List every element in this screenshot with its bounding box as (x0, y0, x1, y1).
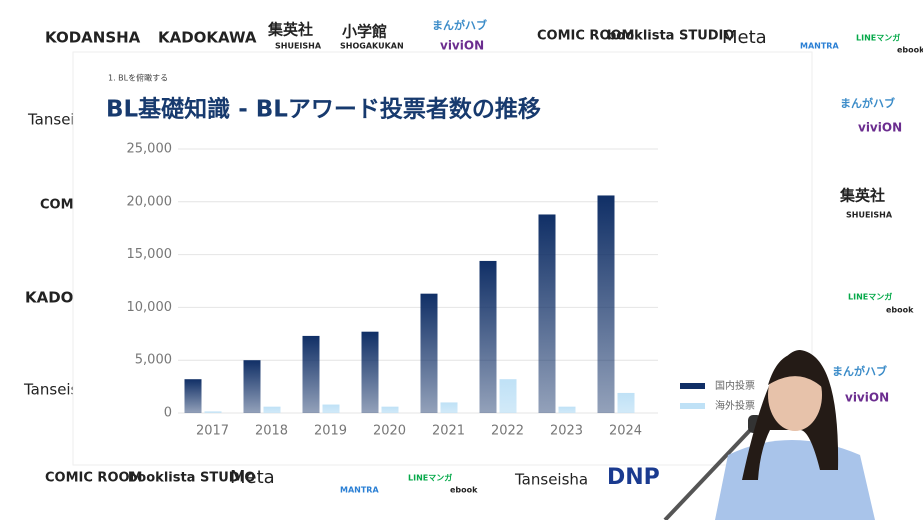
bar (420, 293, 438, 413)
y-tick-label: 25,000 (127, 142, 173, 157)
bar (617, 392, 635, 413)
logo: COMIC ROOM (45, 471, 142, 486)
logo: LINEマンガ (848, 292, 892, 302)
logo: MANTRA (340, 486, 379, 495)
bar (184, 379, 202, 413)
logo: booklista STUDIO (607, 29, 734, 44)
logo: ebook (886, 306, 914, 315)
logo: SHOGAKUKAN (340, 42, 404, 51)
legend-label: 海外投票 (715, 399, 755, 412)
logo: LINEマンガ (408, 473, 452, 483)
logo: viviON (845, 391, 889, 405)
fringe (768, 353, 826, 390)
chart-title: BL基礎知識 - BLアワード投票者数の推移 (106, 96, 541, 123)
logo: viviON (440, 39, 484, 53)
logo: KODANSHA (45, 29, 141, 47)
logo: 小学館 (342, 23, 387, 41)
logo: DNP (607, 465, 660, 490)
legend-swatch (680, 403, 705, 409)
logo: COMIC ROOM (537, 29, 634, 44)
y-tick-label: 20,000 (127, 194, 173, 209)
logo: booklista STUDIO (128, 471, 255, 486)
logo: LINEマンガ (856, 33, 900, 43)
bar (322, 404, 340, 413)
y-tick-label: 15,000 (127, 247, 173, 262)
logo: まんがハブ (840, 96, 895, 110)
logo: まんがハブ (432, 18, 487, 32)
logo: Meta (230, 467, 275, 488)
x-tick-label: 2017 (196, 424, 229, 439)
logo: まんがハブ (832, 364, 887, 378)
bar (597, 195, 615, 413)
bar (243, 360, 261, 413)
y-tick-label: 5,000 (135, 353, 172, 368)
bar (440, 402, 458, 413)
logo: KADOKAWA (158, 29, 257, 47)
x-tick-label: 2024 (609, 424, 642, 439)
bar (263, 406, 281, 413)
bar (361, 331, 379, 413)
logo: Meta (722, 27, 767, 48)
x-tick-label: 2023 (550, 424, 583, 439)
bar (381, 406, 399, 413)
logo: SHUEISHA (275, 42, 322, 51)
y-tick-label: 10,000 (127, 300, 173, 315)
shirt (715, 440, 875, 520)
speaker (663, 350, 875, 520)
bar (204, 411, 222, 413)
slide-section: 1. BLを俯瞰する (108, 73, 168, 83)
chart: 0 5,000 10,000 15,000 20,000 25,000 2017 2018 20… (127, 142, 756, 439)
legend-label: 国内投票 (715, 379, 755, 392)
logo: Tanseisha (514, 471, 588, 489)
x-tick-label: 2021 (432, 424, 465, 439)
logo: viviON (858, 121, 902, 135)
bar (558, 406, 576, 413)
x-tick-label: 2020 (373, 424, 406, 439)
legend-swatch (680, 383, 705, 389)
bar (538, 214, 556, 413)
bar (302, 335, 320, 413)
bar (479, 260, 497, 413)
x-tick-label: 2022 (491, 424, 524, 439)
mic-stand (663, 423, 757, 520)
bar (499, 379, 517, 413)
logo: 集英社 (267, 21, 313, 39)
logo: MANTRA (800, 42, 839, 51)
x-tick-label: 2018 (255, 424, 288, 439)
x-tick-label: 2019 (314, 424, 347, 439)
logo: ebook (450, 486, 478, 495)
logo: SHUEISHA (846, 211, 893, 220)
logo: ebook (897, 46, 923, 55)
y-tick-label: 0 (164, 406, 172, 421)
logo: 集英社 (839, 187, 885, 205)
